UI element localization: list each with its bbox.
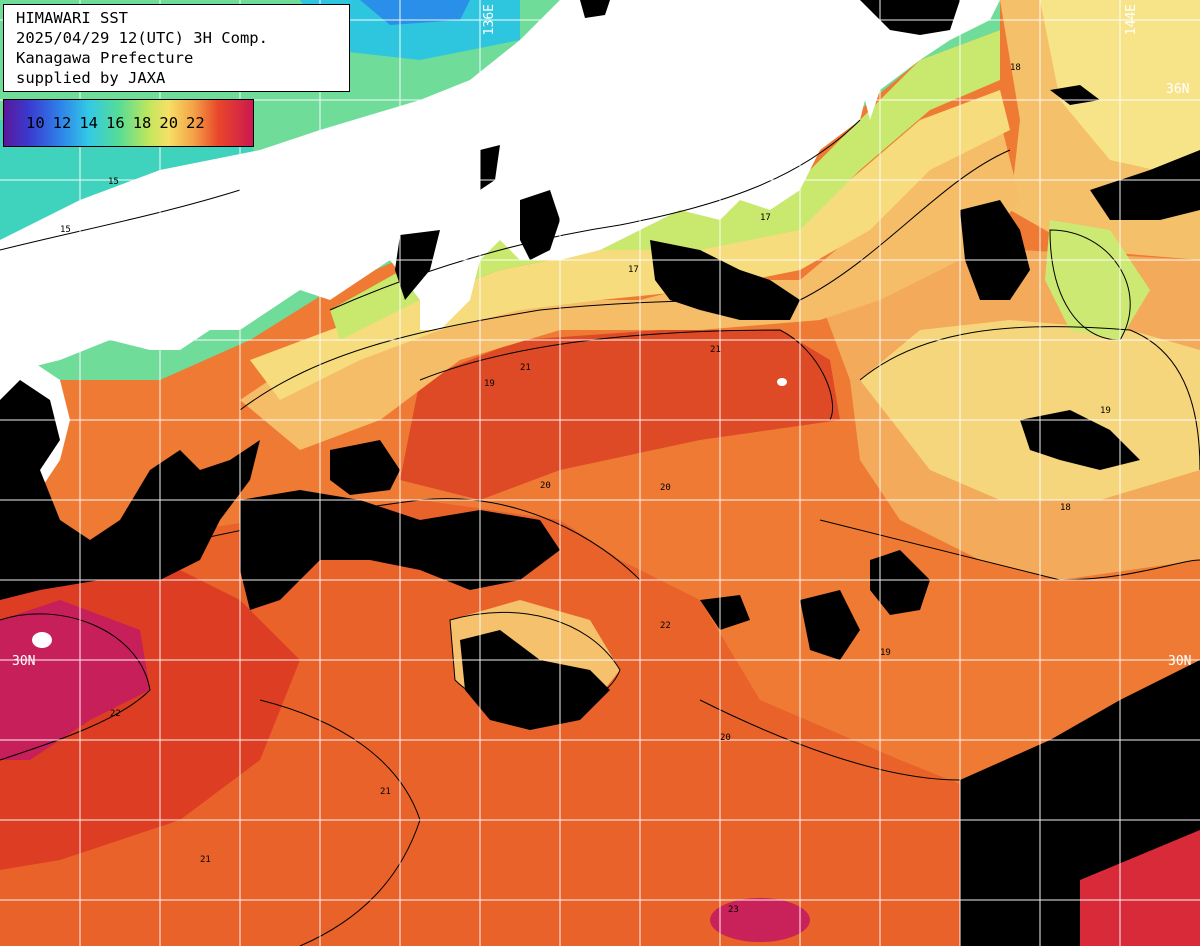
sst-zone-23: [710, 898, 810, 942]
contour-label: 19: [1100, 406, 1111, 416]
sst-zone-23: [1080, 830, 1200, 946]
contour-label: 22: [110, 709, 121, 719]
lat-label-30n-left: 30N: [12, 654, 36, 669]
contour-label: 23: [728, 905, 739, 915]
contour-label: 19: [880, 648, 891, 658]
timestamp: 2025/04/29 12(UTC) 3H Comp.: [16, 29, 268, 47]
legend-tick: 22: [186, 114, 205, 132]
lat-label-36n: 36N: [1166, 82, 1190, 97]
contour-label-group: 15 15 17 17 18 18 19 19 19 20 20 20 21 2…: [60, 63, 1111, 915]
contour-label: 18: [1060, 503, 1071, 513]
contour-label: 15: [60, 225, 71, 235]
contour-label: 21: [200, 855, 211, 865]
contour-label: 17: [760, 213, 771, 223]
legend-tick: 10: [26, 114, 45, 132]
contour-label: 18: [1010, 63, 1021, 73]
land-island: [32, 632, 52, 648]
contour-label: 15: [108, 177, 119, 187]
sst-zone-21: [0, 500, 1200, 946]
contour-label: 20: [660, 483, 671, 493]
contour-label: 21: [710, 345, 721, 355]
contour-label: 17: [628, 265, 639, 275]
contour-label: 21: [520, 363, 531, 373]
color-scale-legend: 10 12 14 16 18 20 22: [3, 99, 254, 147]
contour-label: 20: [540, 481, 551, 491]
legend-tick: 18: [132, 114, 152, 132]
legend-tick: 16: [106, 114, 125, 132]
sst-zone-22: [400, 330, 840, 500]
contour-label: 19: [484, 379, 495, 389]
contour-label: 21: [380, 787, 391, 797]
sst-zone-17: [330, 30, 1000, 340]
lon-label-144e: 144E: [1124, 4, 1139, 36]
product-title: HIMAWARI SST: [16, 9, 128, 27]
sst-zone-13: [300, 0, 520, 60]
lat-label-30n-right: 30N: [1168, 654, 1192, 669]
contour-label: 22: [660, 621, 671, 631]
supplier: supplied by JAXA: [16, 69, 166, 87]
contour-label: 20: [720, 733, 731, 743]
land-island: [777, 378, 787, 386]
legend-tick: 12: [52, 114, 72, 132]
sst-zone-19: [240, 120, 1020, 450]
legend-tick: 14: [79, 114, 99, 132]
sst-zone-17: [1045, 220, 1150, 340]
sst-zone-12: [360, 0, 470, 25]
legend-ticks: 10 12 14 16 18 20 22: [26, 114, 213, 132]
legend-tick: 20: [159, 114, 179, 132]
land-honshu: [0, 0, 870, 370]
info-box: HIMAWARI SST 2025/04/29 12(UTC) 3H Comp.…: [3, 4, 350, 92]
prefecture: Kanagawa Prefecture: [16, 49, 194, 67]
lon-label-136e: 136E: [482, 4, 497, 36]
